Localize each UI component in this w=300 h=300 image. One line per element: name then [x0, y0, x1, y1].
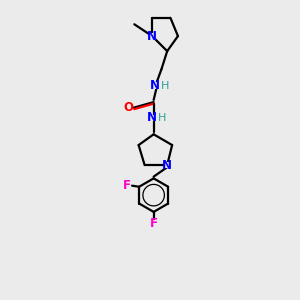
FancyBboxPatch shape	[152, 82, 158, 89]
FancyBboxPatch shape	[164, 162, 170, 168]
FancyBboxPatch shape	[149, 33, 156, 40]
Text: N: N	[150, 79, 160, 92]
Text: F: F	[150, 217, 158, 230]
Text: N: N	[147, 30, 157, 43]
FancyBboxPatch shape	[124, 182, 130, 188]
FancyBboxPatch shape	[149, 115, 155, 121]
Text: H: H	[158, 113, 166, 123]
Text: N: N	[147, 111, 157, 124]
Text: F: F	[123, 178, 131, 191]
Text: N: N	[162, 158, 172, 172]
Text: H: H	[160, 80, 169, 91]
Text: O: O	[123, 101, 133, 114]
FancyBboxPatch shape	[125, 105, 131, 111]
FancyBboxPatch shape	[151, 220, 157, 226]
